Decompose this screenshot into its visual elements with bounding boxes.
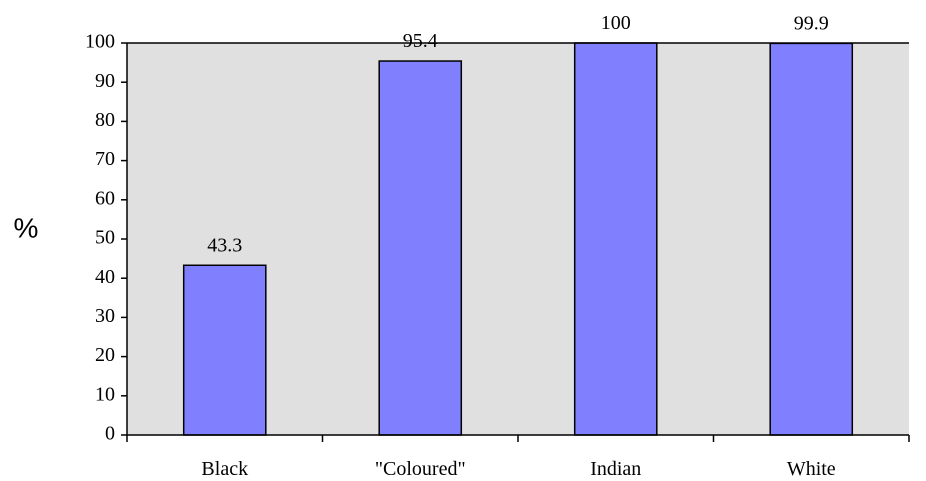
- data-labels-layer: 43.3 95.4 100 99.9: [207, 12, 829, 256]
- y-tick-label: 80: [95, 109, 115, 131]
- y-ticks-layer: 0 10 20 30 40 50 60 70 80 90 100: [85, 31, 127, 445]
- bar: [573, 42, 658, 436]
- bar: [182, 264, 267, 436]
- x-ticks-layer: Black "Coloured" Indian White: [126, 435, 910, 480]
- y-tick-label: 40: [95, 266, 115, 288]
- bar-value-label: 100: [601, 12, 631, 34]
- x-category-label: Black: [201, 458, 248, 480]
- y-tick-label: 90: [95, 70, 115, 92]
- bar-value-label: 43.3: [207, 234, 242, 256]
- y-tick-label: 0: [105, 423, 115, 445]
- bar-value-label: 95.4: [403, 30, 438, 52]
- bar: [378, 60, 463, 436]
- bar-value-label: 99.9: [794, 12, 829, 34]
- y-tick-label: 10: [95, 383, 115, 405]
- x-category-label: Indian: [590, 458, 641, 480]
- y-axis-label: %: [14, 212, 39, 243]
- y-tick-label: 60: [95, 187, 115, 209]
- y-tick-label: 50: [95, 227, 115, 249]
- x-category-label: "Coloured": [375, 458, 466, 480]
- y-tick-label: 100: [85, 31, 115, 53]
- y-tick-label: 20: [95, 344, 115, 366]
- y-tick-label: 30: [95, 305, 115, 327]
- bars-layer: [182, 42, 854, 436]
- bar: [769, 42, 854, 436]
- x-category-label: White: [787, 458, 836, 480]
- y-tick-label: 70: [95, 148, 115, 170]
